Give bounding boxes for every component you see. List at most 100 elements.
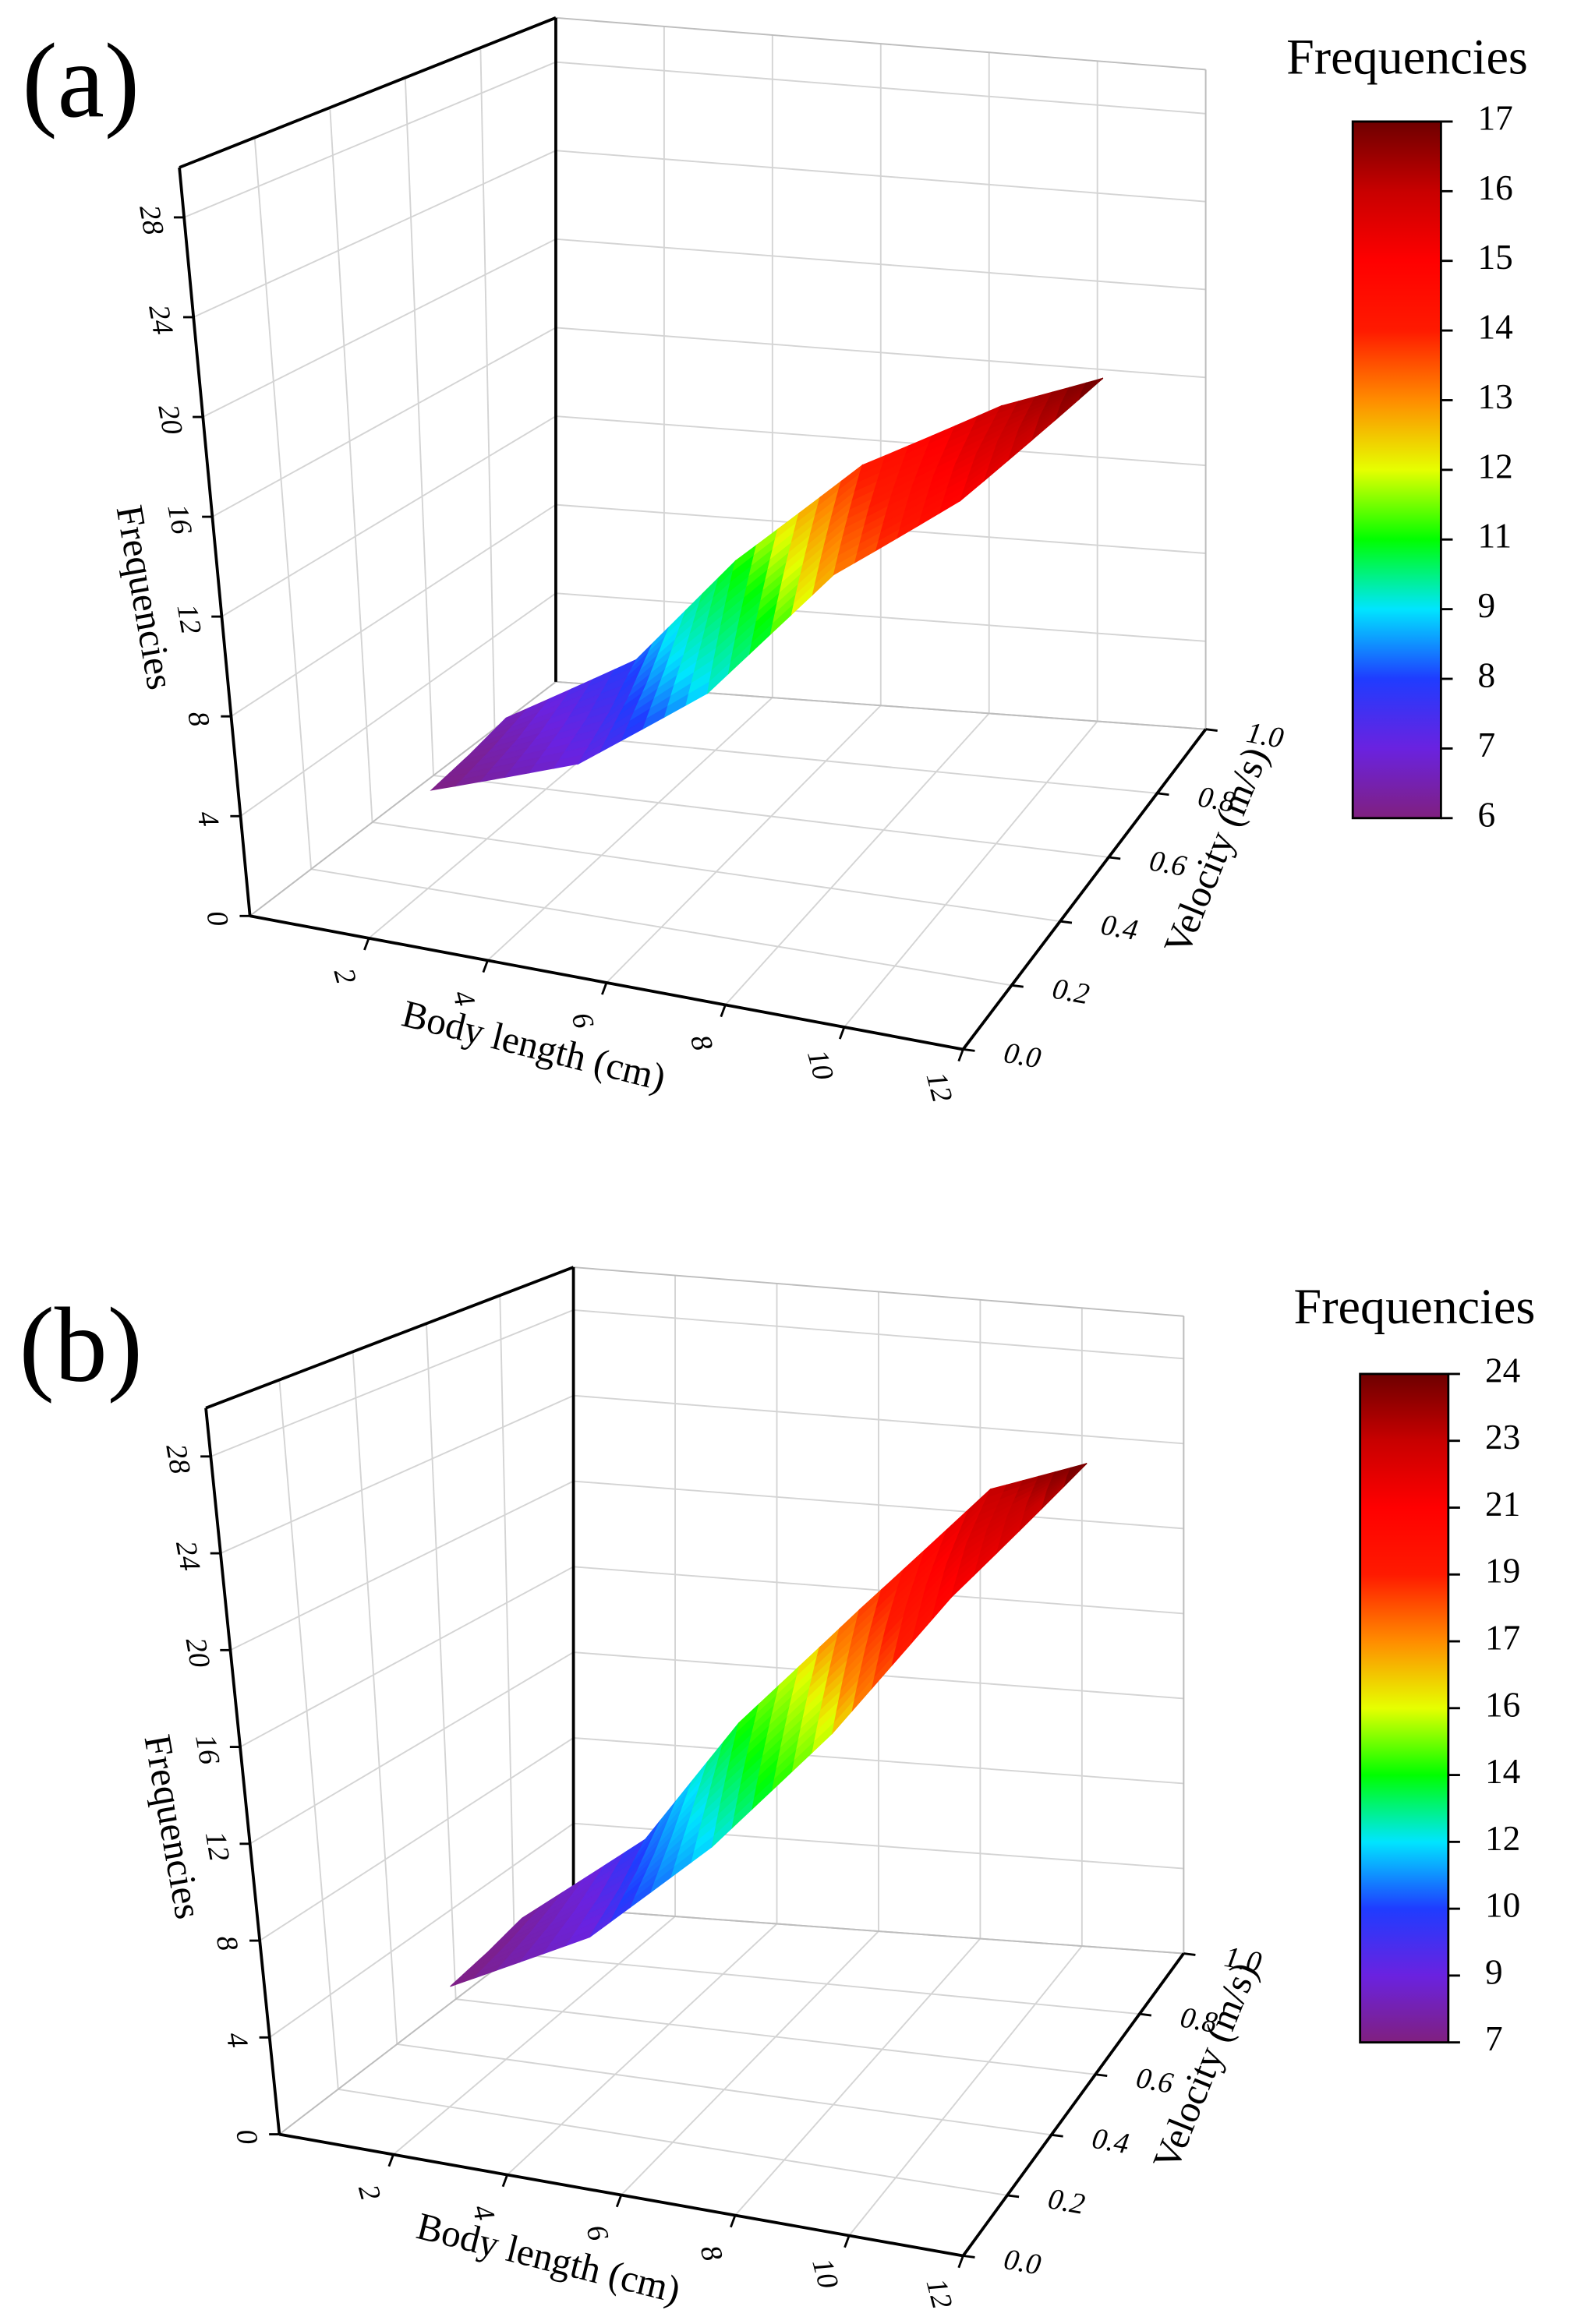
z-tick-label: 24 [169,1538,207,1573]
panel-label: (a) [22,22,140,140]
x-tick-label: 6 [579,2221,614,2244]
floor-grid-line [397,2043,1052,2136]
x-tick-label: 12 [920,2275,959,2312]
side-wall-grid-line [220,1394,574,1554]
y-tick [1183,1952,1196,1956]
box-edge [555,16,1206,71]
x-tick-label: 2 [327,965,363,987]
z-axis [204,1407,281,2135]
back-wall-grid-line [555,592,1206,642]
y-tick [963,2255,975,2259]
side-wall-grid-line [249,1651,575,1845]
floor-grid-line [338,2088,1008,2196]
x-tick-label: 6 [565,1009,600,1032]
y-tick [1205,728,1218,732]
colorbar-tick-label: 14 [1478,306,1514,346]
y-tick-label: 0.0 [1002,2243,1044,2282]
side-wall-grid-line [239,1566,575,1748]
floor-grid-line [486,697,773,962]
box-edge [179,16,557,169]
side-wall-grid-line [193,150,557,318]
back-wall-grid-line [573,1394,1184,1445]
floor-grid-line [515,1953,1140,2015]
side-wall-grid-line [221,415,557,617]
side-wall-grid-line [230,1480,574,1651]
z-tick-label: 0 [200,909,234,929]
surface-patch [1078,377,1104,401]
floor-grid-line [433,775,1109,858]
y-tick [963,1048,975,1052]
side-wall-grid-line [253,137,313,870]
floor-grid-line [734,1937,981,2216]
colorbar-tick-label: 12 [1478,446,1513,486]
y-tick [1051,2133,1063,2138]
y-tick [1095,2073,1108,2078]
floor-grid-line [392,1916,676,2156]
y-tick-label: 0.8 [1196,780,1238,819]
y-tick-label: 0.2 [1050,973,1092,1012]
x-tick-label: 8 [684,1031,719,1054]
colorbar-tick-label: 17 [1485,1617,1520,1657]
y-tick [1108,856,1121,860]
colorbar-tick-label: 24 [1485,1350,1521,1390]
colorbar-tick-label: 14 [1485,1751,1521,1791]
colorbar-tick-label: 7 [1478,725,1496,765]
colorbar-title: Frequencies [1294,1279,1536,1334]
x-tick [957,1048,964,1062]
y-tick-label: 0.8 [1178,2001,1220,2040]
x-tick [730,2215,737,2228]
side-wall-grid-line [230,503,557,717]
z-tick-label: 4 [220,2030,254,2050]
side-wall-grid-line [426,1323,457,2000]
y-tick-label: 0.4 [1090,2122,1132,2161]
panel-label: (b) [19,1286,143,1404]
surface-patch [1063,1463,1088,1488]
y-tick-label: 1.0 [1244,716,1286,755]
colorbar-tick-label: 6 [1478,794,1496,834]
back-wall-grid-line [555,415,1206,467]
back-wall-grid-line [573,1736,1184,1785]
colorbar-tick-label: 15 [1478,237,1513,277]
back-wall-grid-line [573,1309,1184,1360]
x-tick [387,2154,394,2167]
back-wall-grid-line [555,61,1206,115]
side-wall-grid-line [240,592,557,818]
x-tick [615,2195,623,2208]
x-axis [249,914,964,1051]
back-wall-grid-line [555,238,1206,291]
z-tick-label: 16 [161,502,198,537]
colorbar-tick-label: 9 [1478,585,1496,625]
side-wall-grid-line [259,1737,575,1941]
y-tick-label: 0.6 [1147,844,1189,883]
surface [450,1463,1088,1987]
box-edge [573,1266,1184,1317]
x-axis-title: Body length (cm) [412,2204,684,2312]
side-wall-grid-line [329,108,373,823]
side-wall-grid-line [479,48,496,729]
x-tick-label: 8 [694,2241,729,2264]
colorbar-tick-label: 11 [1478,516,1512,556]
panel: 0481216202428246810120.00.20.40.60.81.0B… [19,1266,1536,2312]
floor-grid-line [310,868,1012,987]
x-tick [844,2235,851,2248]
colorbar-tick-label: 19 [1485,1551,1520,1591]
y-tick [1006,2194,1020,2199]
y-tick-label: 0.2 [1045,2182,1088,2221]
z-tick-label: 24 [142,302,179,337]
side-wall-grid-line [202,238,557,418]
z-tick-label: 8 [210,1933,244,1953]
x-tick [501,2174,509,2188]
side-wall-grid-line [352,1351,398,2045]
x-tick [482,959,489,973]
surface [430,377,1104,791]
panel: 0481216202428246810120.00.20.40.60.81.0B… [22,16,1528,1106]
floor-grid-line [844,720,1098,1028]
x-tick [601,982,608,995]
y-axis [961,728,1208,1051]
y-tick-label: 0.4 [1098,908,1141,947]
side-wall-grid-line [404,77,434,776]
side-wall-grid-line [211,327,557,517]
back-wall-grid-line [573,1480,1184,1530]
side-wall-grid-line [499,1295,516,1955]
